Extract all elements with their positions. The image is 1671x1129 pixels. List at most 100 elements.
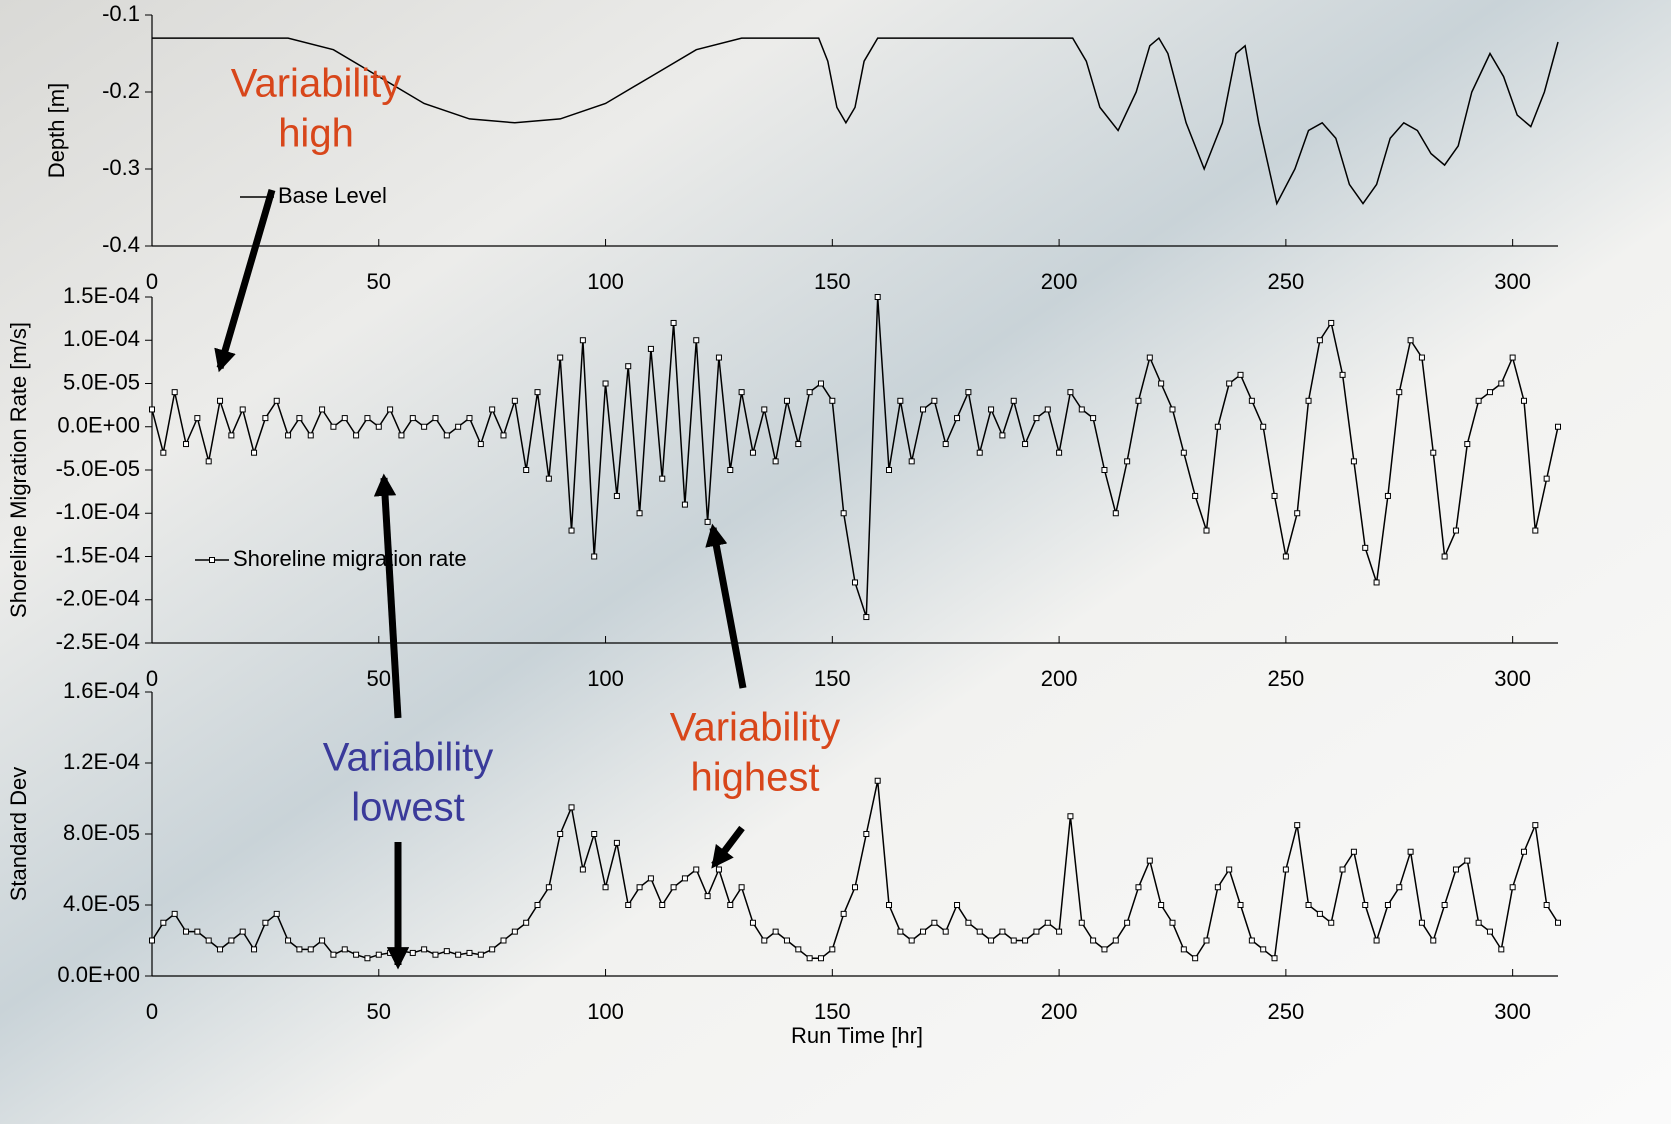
point [1384, 492, 1391, 499]
point [1112, 510, 1119, 517]
point [1203, 937, 1210, 944]
point [251, 449, 258, 456]
point [409, 949, 416, 956]
point [783, 397, 790, 404]
point [557, 354, 564, 361]
annotation: Variability [231, 62, 401, 106]
point [1271, 955, 1278, 962]
point [239, 406, 246, 413]
x-tick-label: 300 [1494, 999, 1531, 1024]
point [988, 937, 995, 944]
point [217, 946, 224, 953]
point [1543, 475, 1550, 482]
arrow [705, 523, 747, 689]
point [761, 406, 768, 413]
x-tick-label: 250 [1268, 999, 1305, 1024]
point [1407, 848, 1414, 855]
point [852, 579, 858, 586]
point [194, 415, 201, 422]
point [545, 475, 552, 482]
point [1226, 866, 1233, 873]
point [1112, 937, 1119, 944]
point [1192, 955, 1199, 962]
point [693, 337, 700, 344]
point [1214, 423, 1221, 430]
point [1498, 946, 1505, 953]
point [1237, 902, 1244, 908]
y-tick-label: 0.0E+00 [57, 413, 140, 438]
point [591, 831, 598, 837]
point [500, 432, 507, 439]
point [1135, 884, 1142, 891]
point [296, 946, 303, 953]
point [1294, 822, 1301, 829]
point [489, 406, 496, 413]
point [1328, 919, 1335, 926]
point [149, 406, 155, 413]
point [341, 946, 348, 953]
point [1010, 937, 1017, 944]
point [1271, 492, 1278, 499]
x-tick-label: 0 [146, 269, 158, 294]
point [931, 397, 938, 404]
y-tick-label: 1.6E-04 [63, 678, 140, 703]
point [863, 614, 870, 621]
point [1520, 848, 1527, 855]
point [353, 951, 360, 958]
point [205, 937, 212, 944]
point [1328, 319, 1335, 326]
point [205, 458, 212, 465]
point [557, 831, 564, 837]
x-tick-label: 250 [1268, 666, 1305, 691]
point [511, 928, 518, 935]
point [466, 415, 473, 422]
point [579, 337, 586, 344]
point [1022, 937, 1029, 944]
point [239, 928, 246, 935]
point [681, 875, 688, 882]
point [999, 432, 1006, 439]
point [1316, 337, 1323, 344]
point [670, 319, 677, 326]
point [840, 510, 847, 517]
point [954, 415, 961, 422]
point [591, 553, 598, 560]
point [613, 492, 620, 499]
point [1373, 579, 1380, 586]
point [1350, 458, 1357, 465]
point [1441, 902, 1448, 908]
point [795, 946, 802, 953]
point [171, 910, 178, 917]
point [534, 389, 541, 396]
point [1475, 919, 1482, 926]
y-tick-label: -5.0E-05 [56, 456, 140, 481]
point [387, 949, 394, 956]
point [704, 518, 711, 525]
point [942, 441, 949, 448]
point [976, 928, 983, 935]
point [1486, 928, 1493, 935]
point [1158, 902, 1165, 908]
point [1101, 467, 1108, 473]
point [500, 937, 507, 944]
point [432, 951, 439, 958]
point [1044, 406, 1051, 413]
y-axis-label: Standard Dev [6, 767, 31, 902]
point [863, 831, 870, 837]
point [1056, 928, 1063, 935]
point [523, 467, 530, 473]
point [534, 902, 541, 908]
point [1520, 397, 1527, 404]
point [1067, 389, 1074, 396]
point [1090, 415, 1097, 422]
point [319, 937, 326, 944]
point [1180, 449, 1187, 456]
point [319, 406, 326, 413]
y-tick-label: 1.0E-04 [63, 326, 140, 351]
point [886, 467, 893, 473]
point [772, 458, 779, 465]
point [1464, 857, 1471, 864]
point [749, 449, 756, 456]
point [1464, 441, 1471, 448]
legend-label: Shoreline migration rate [233, 546, 467, 571]
